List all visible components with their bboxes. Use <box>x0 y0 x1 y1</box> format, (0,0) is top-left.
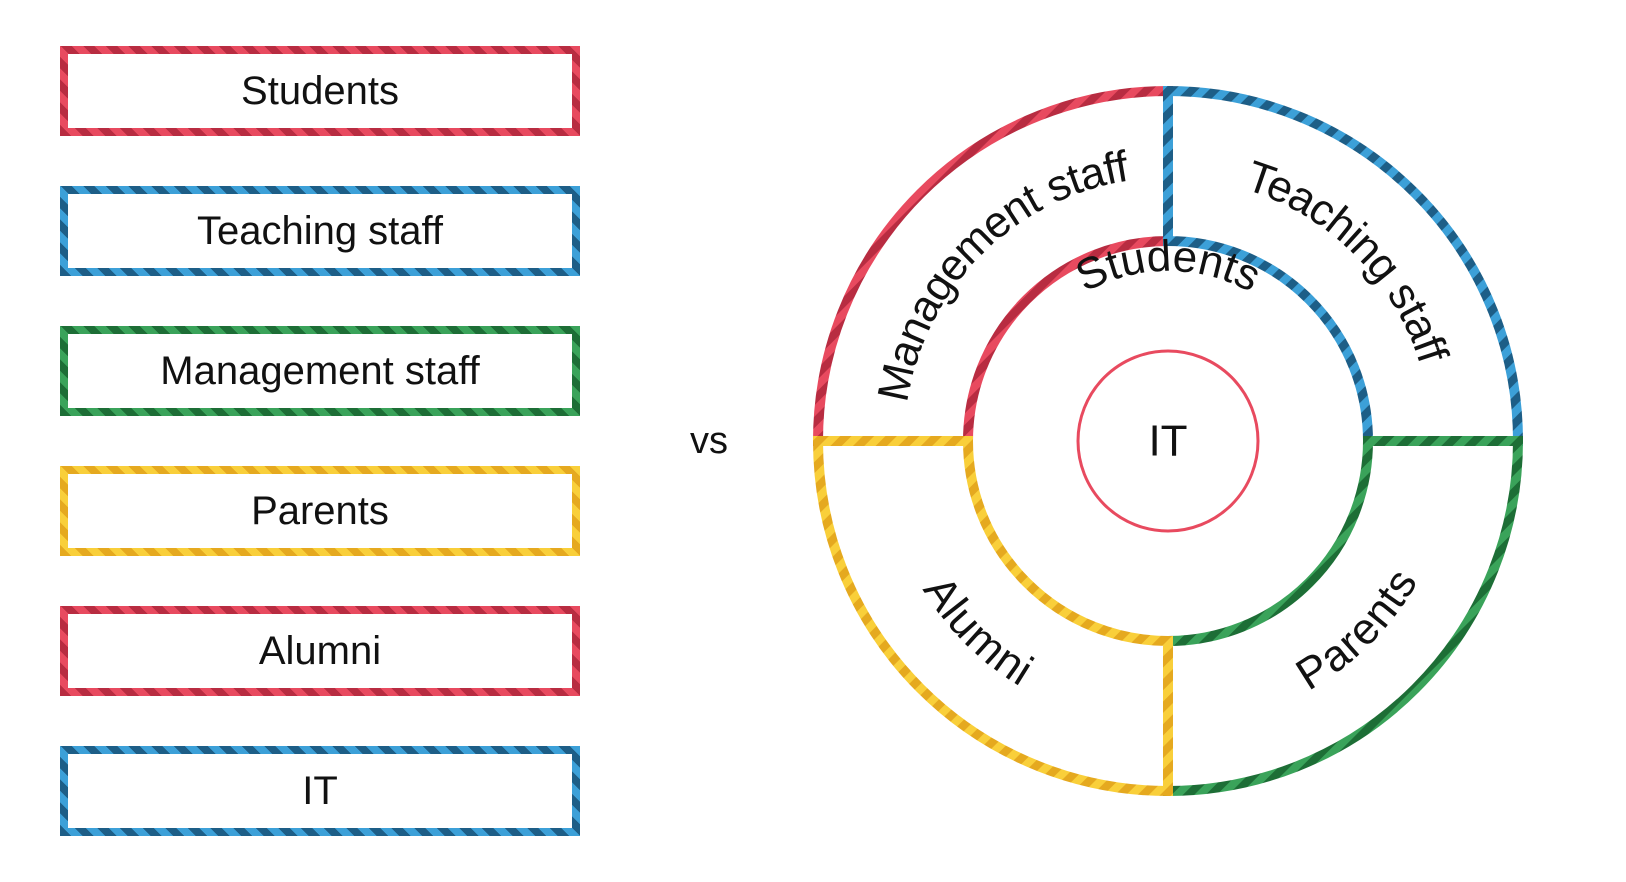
list-item-label: Students <box>241 69 399 114</box>
list-item-label: Parents <box>251 489 389 534</box>
list-item-label: IT <box>302 769 338 814</box>
list-item: Parents <box>60 466 580 556</box>
stakeholder-list: Students Teaching staff Management staff Pa… <box>60 46 580 836</box>
list-item-label: Teaching staff <box>197 209 443 254</box>
stakeholder-wheel: Management staff Teaching staff Parents … <box>798 71 1538 811</box>
list-item: Alumni <box>60 606 580 696</box>
list-item-label: Alumni <box>259 629 381 674</box>
list-item: Teaching staff <box>60 186 580 276</box>
wheel-center-label: IT <box>1148 417 1187 466</box>
list-item-label: Management staff <box>160 349 479 394</box>
list-item: IT <box>60 746 580 836</box>
vs-label: vs <box>690 420 728 463</box>
list-item: Students <box>60 46 580 136</box>
list-item: Management staff <box>60 326 580 416</box>
